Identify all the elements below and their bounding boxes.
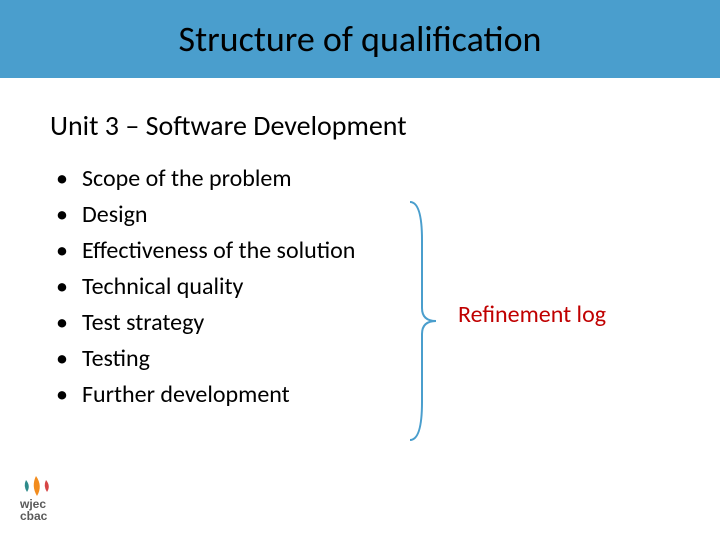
list-item: Test strategy (56, 305, 355, 341)
annotation-label: Refinement log (458, 300, 606, 329)
list-item: Design (56, 197, 355, 233)
list-item: Effectiveness of the solution (56, 233, 355, 269)
list-item: Further development (56, 377, 355, 413)
list-item: Technical quality (56, 269, 355, 305)
list-item: Testing (56, 341, 355, 377)
logo-text-2: cbac (20, 509, 48, 522)
bullet-list: Scope of the problem Design Effectivenes… (50, 161, 355, 413)
title-bar: Structure of qualification (0, 0, 720, 78)
content-area: Scope of the problem Design Effectivenes… (50, 161, 720, 413)
bracket-icon (408, 200, 438, 442)
slide-title: Structure of qualification (179, 17, 542, 61)
slide-subtitle: Unit 3 – Software Development (50, 108, 720, 143)
wjec-logo: wjec cbac (18, 476, 74, 522)
list-item: Scope of the problem (56, 161, 355, 197)
